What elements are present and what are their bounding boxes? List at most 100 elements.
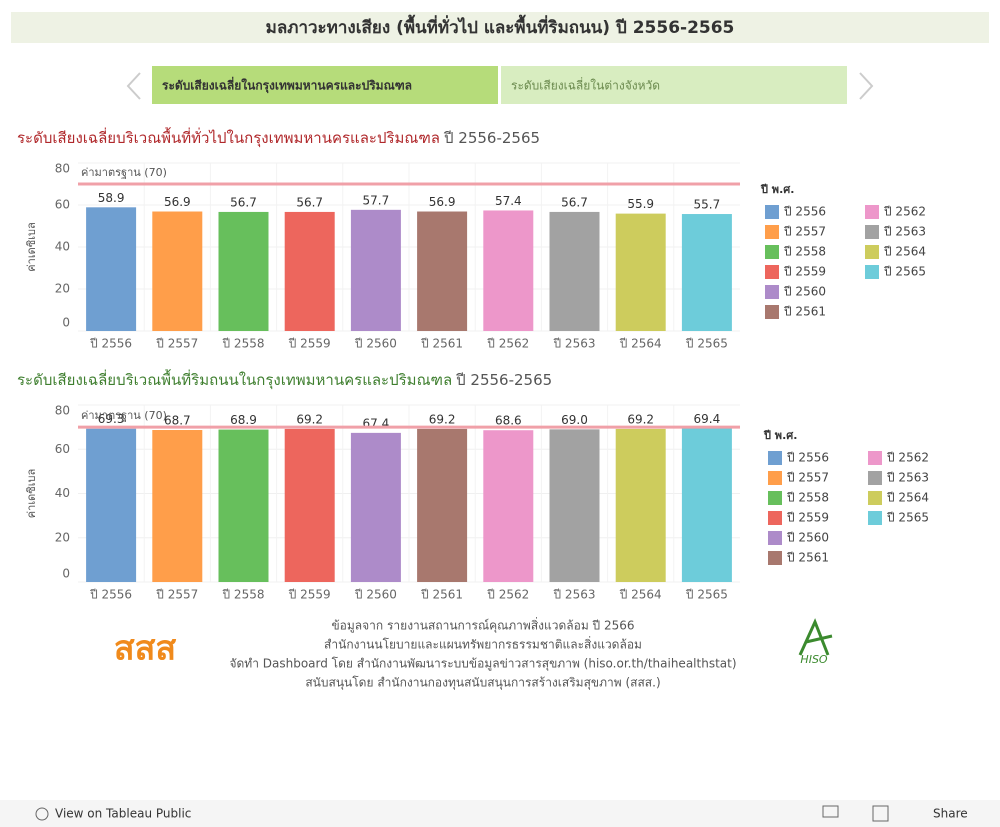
legend-label: ปี 2561 bbox=[783, 305, 826, 319]
reference-label: ค่ามาตรฐาน (70) bbox=[81, 409, 167, 422]
bar bbox=[681, 214, 732, 331]
bar bbox=[218, 211, 269, 331]
title-years: ปี 2556-2565 bbox=[455, 371, 552, 389]
legend-swatch bbox=[765, 285, 779, 299]
value-label: 56.9 bbox=[164, 195, 191, 209]
tab-active[interactable] bbox=[152, 66, 498, 104]
bar bbox=[549, 211, 600, 331]
logo-right: HISO bbox=[800, 653, 827, 666]
value-label: 57.4 bbox=[495, 194, 522, 208]
tab[interactable] bbox=[501, 66, 847, 104]
value-label: 56.7 bbox=[561, 195, 588, 209]
fullscreen-icon[interactable] bbox=[872, 805, 889, 822]
bar bbox=[549, 429, 600, 582]
value-label: 69.4 bbox=[694, 412, 721, 426]
y-tick-label: 40 bbox=[55, 240, 70, 254]
legend-swatch bbox=[765, 205, 779, 219]
x-tick-label: ปี 2556 bbox=[90, 588, 133, 602]
y-tick-label: 40 bbox=[55, 486, 70, 500]
value-label: 68.9 bbox=[230, 413, 257, 427]
legend-swatch bbox=[868, 471, 882, 485]
tab-label[interactable]: ระดับเสียงเฉลี่ยในต่างจังหวัด bbox=[511, 77, 660, 93]
x-tick-label: ปี 2565 bbox=[685, 588, 728, 602]
legend-label: ปี 2556 bbox=[783, 205, 826, 219]
x-tick-label: ปี 2560 bbox=[354, 337, 397, 351]
legend-title: ปี พ.ศ. bbox=[760, 183, 794, 196]
y-tick-label: 60 bbox=[55, 442, 70, 456]
value-label: 69.3 bbox=[98, 412, 125, 426]
legend-swatch bbox=[865, 225, 879, 239]
x-tick-label: ปี 2562 bbox=[487, 588, 530, 602]
value-label: 69.0 bbox=[561, 413, 588, 427]
bar bbox=[218, 429, 269, 582]
legend-label: ปี 2558 bbox=[783, 245, 826, 259]
legend-swatch bbox=[768, 551, 782, 565]
legend-label: ปี 2563 bbox=[886, 471, 929, 485]
y-tick-label: 20 bbox=[55, 530, 70, 544]
y-tick-label: 60 bbox=[55, 198, 70, 212]
logo-mark bbox=[798, 618, 833, 656]
x-tick-label: ปี 2562 bbox=[487, 337, 530, 351]
footer-line: สนับสนุนโดย สำนักงานกองทุนสนับสนุนการสร้… bbox=[305, 676, 660, 691]
x-tick-label: ปี 2563 bbox=[553, 588, 596, 602]
legend-label: ปี 2565 bbox=[883, 265, 926, 279]
y-tick-label: 0 bbox=[62, 567, 70, 581]
bar bbox=[483, 430, 534, 582]
value-label: 56.9 bbox=[429, 195, 456, 209]
legend-swatch bbox=[865, 245, 879, 259]
bar bbox=[152, 211, 203, 331]
legend-swatch bbox=[768, 491, 782, 505]
value-label: 69.2 bbox=[627, 412, 654, 426]
legend-swatch bbox=[768, 471, 782, 485]
footer-line: ข้อมูลจาก รายงานสถานการณ์คุณภาพสิ่งแวดล้… bbox=[331, 617, 634, 634]
legend-swatch bbox=[868, 451, 882, 465]
legend-label: ปี 2564 bbox=[886, 491, 929, 505]
view-link[interactable]: View on Tableau Public bbox=[55, 807, 191, 821]
title-main: ระดับเสียงเฉลี่ยบริเวณพื้นที่ริมถนนในกรุ… bbox=[17, 369, 452, 390]
x-tick-label: ปี 2560 bbox=[354, 588, 397, 602]
bar bbox=[152, 430, 203, 582]
download-icon[interactable] bbox=[822, 805, 839, 818]
y-tick-label: 80 bbox=[55, 162, 70, 176]
x-tick-label: ปี 2558 bbox=[222, 588, 265, 602]
share-button[interactable]: Share bbox=[933, 807, 968, 821]
x-tick-label: ปี 2565 bbox=[685, 337, 728, 351]
x-tick-label: ปี 2558 bbox=[222, 337, 265, 351]
title-main: ระดับเสียงเฉลี่ยบริเวณพื้นที่ทั่วไปในกรุ… bbox=[17, 127, 440, 148]
legend-swatch bbox=[765, 305, 779, 319]
chart-title: ระดับเสียงเฉลี่ยบริเวณพื้นที่ทั่วไปในกรุ… bbox=[17, 127, 540, 148]
bar bbox=[681, 428, 732, 582]
bar bbox=[284, 428, 335, 582]
value-label: 56.7 bbox=[230, 195, 257, 209]
legend-label: ปี 2561 bbox=[786, 551, 829, 565]
tab-prev[interactable] bbox=[126, 72, 141, 100]
tab-next[interactable] bbox=[859, 72, 874, 100]
legend-label: ปี 2556 bbox=[786, 451, 829, 465]
legend-swatch bbox=[768, 511, 782, 525]
x-tick-label: ปี 2561 bbox=[421, 337, 464, 351]
bar bbox=[417, 211, 468, 331]
header-bar bbox=[11, 12, 989, 43]
legend-label: ปี 2560 bbox=[786, 531, 829, 545]
legend-swatch bbox=[768, 451, 782, 465]
value-label: 69.2 bbox=[429, 412, 456, 426]
bar bbox=[483, 210, 534, 331]
value-label: 58.9 bbox=[98, 191, 125, 205]
tab-label[interactable]: ระดับเสียงเฉลี่ยในกรุงเทพมหานครและปริมณฑ… bbox=[162, 77, 412, 94]
y-tick-label: 20 bbox=[55, 282, 70, 296]
x-tick-label: ปี 2564 bbox=[619, 337, 662, 351]
legend-title: ปี พ.ศ. bbox=[763, 429, 797, 442]
reference-label: ค่ามาตรฐาน (70) bbox=[81, 166, 167, 179]
x-tick-label: ปี 2561 bbox=[421, 588, 464, 602]
value-label: 69.2 bbox=[296, 412, 323, 426]
legend-label: ปี 2565 bbox=[886, 511, 929, 525]
legend-label: ปี 2557 bbox=[783, 225, 826, 239]
legend-label: ปี 2563 bbox=[883, 225, 926, 239]
legend-label: ปี 2562 bbox=[883, 205, 926, 219]
bar bbox=[350, 432, 401, 582]
bar bbox=[417, 428, 468, 582]
footer-line: จัดทำ Dashboard โดย สำนักงานพัฒนาระบบข้อ… bbox=[229, 657, 736, 672]
x-tick-label: ปี 2559 bbox=[288, 337, 331, 351]
legend-swatch bbox=[765, 245, 779, 259]
legend-swatch bbox=[865, 205, 879, 219]
